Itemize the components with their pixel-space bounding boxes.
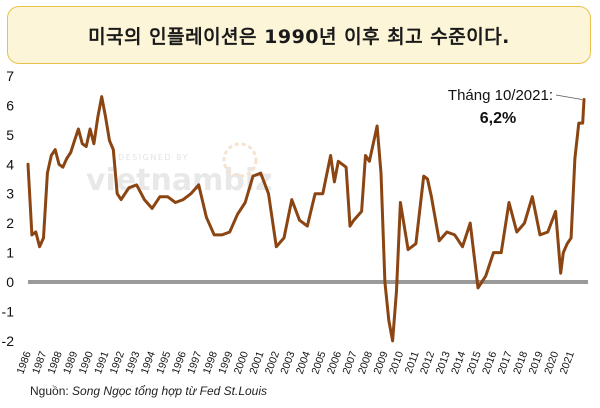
y-tick-label: 7: [6, 68, 14, 84]
annotation-label: Tháng 10/2021:: [448, 87, 553, 104]
source-note: Nguồn: Song Ngọc tổng hợp từ Fed St.Loui…: [30, 384, 267, 398]
annotation-value: 6,2%: [480, 110, 516, 127]
inflation-line: [26, 95, 586, 343]
y-tick-label: 0: [6, 274, 14, 290]
y-tick-label: 5: [6, 127, 14, 143]
y-axis: -2 -1 0 1 2 3 4 5 6 7: [2, 68, 15, 349]
chart-title: 미국의 인플레이션은 1990년 이후 최고 수준이다.: [88, 25, 510, 48]
title-box: 미국의 인플레이션은 1990년 이후 최고 수준이다.: [7, 6, 591, 64]
annotation-leader: [555, 94, 583, 100]
source-label: Nguồn:: [30, 384, 69, 398]
watermark-logo-icon: [222, 142, 258, 178]
y-tick-label: 6: [6, 97, 14, 113]
watermark-top-text: DESIGNED BY: [118, 153, 189, 162]
y-tick-label: 2: [6, 215, 14, 231]
source-text: Song Ngọc tổng hợp từ Fed St.Louis: [72, 384, 268, 398]
x-tick-label: 2021: [558, 350, 577, 376]
y-tick-label: 1: [6, 245, 14, 261]
y-tick-label: -2: [2, 333, 15, 349]
y-tick-label: -1: [2, 303, 15, 319]
y-tick-label: 4: [6, 156, 14, 172]
x-axis: 1986198719881989199019911992199319941995…: [15, 350, 577, 376]
y-tick-label: 3: [6, 186, 14, 202]
